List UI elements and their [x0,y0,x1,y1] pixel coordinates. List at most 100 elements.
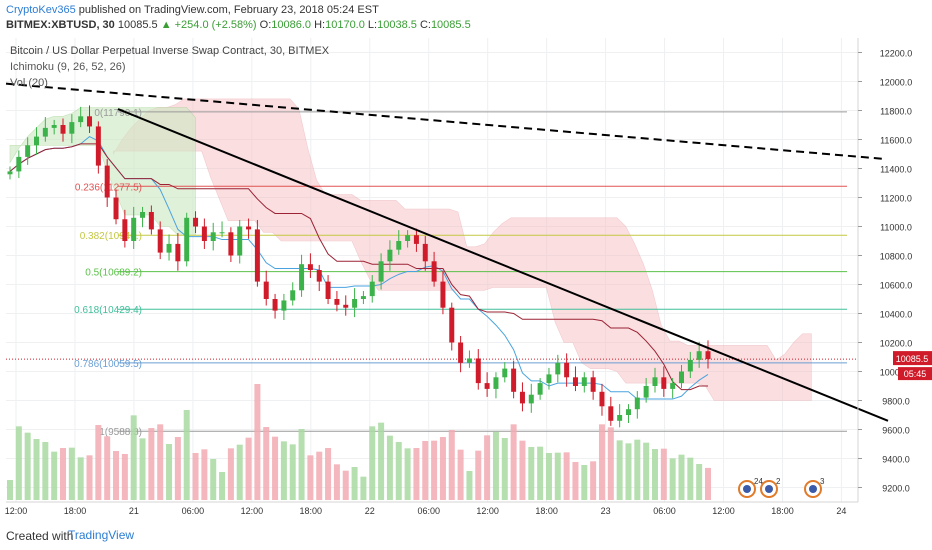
price-chart[interactable]: 0(11790.1)0.236(11277.5)0.382(10940.)0.5… [0,0,932,520]
volume-bar [113,451,120,500]
volume-bar [192,453,199,500]
time-axis[interactable]: 12:00 18:00 21 06:00 12:00 18:00 22 06:00 12:00 1… [5,501,858,516]
low-label: L: [367,19,378,31]
author-link[interactable]: CryptoKev365 [6,4,76,16]
flag-icon [765,485,773,493]
flag-icon [743,485,751,493]
time-tick-label: 06:00 [417,506,440,516]
candle-body [78,116,84,123]
volume-bar [272,436,279,500]
candle-body [440,281,446,308]
volume-bar [219,472,226,500]
volume-bar [121,454,128,500]
candle-body [184,217,190,262]
volume-bar [263,427,270,500]
volume-bar [696,464,703,500]
volume-bar [545,453,552,500]
price-tick-label: 9200.0 [882,484,910,494]
close-label: C: [419,19,431,31]
time-tick-label: 18:00 [300,506,323,516]
event-badge-count: 2 [776,477,781,486]
candle-body [422,243,428,262]
volume-bar [104,436,111,500]
candle-body [87,116,93,127]
candle-body [572,377,578,386]
price-tick-label: 12000.0 [880,78,913,88]
fib-label: 0.618(10429.4) [74,305,142,316]
price-tick-label: 11600.0 [880,136,912,146]
volume-bar [492,431,499,500]
countdown-tag-label: 05:45 [904,369,927,379]
time-tick-label: 23 [601,506,611,516]
volume-bar [254,384,261,500]
candle-body [705,351,711,360]
candle-body [599,391,605,407]
indicator-volume-label[interactable]: Vol (20) [10,77,48,89]
price-tick-label: 11000.0 [880,223,912,233]
event-badge-count: 24 [754,477,763,486]
candle-body [564,362,570,378]
time-tick-label: 24 [836,506,846,516]
high-label: H: [314,19,326,31]
candle-body [166,243,172,253]
candle-body [42,127,48,137]
resistance-trendline-dashed [5,82,887,161]
open-label: O: [259,19,272,31]
volume-bar [325,448,332,500]
volume-bar [590,461,597,500]
candle-body [352,299,358,308]
trendlines[interactable] [5,82,889,422]
volume-bar [227,448,234,500]
candle-body [634,397,640,410]
candle-body [210,232,216,241]
candle-body [281,300,287,311]
countdown-tag [898,367,932,381]
volume-bar [457,449,464,500]
volume-bar [289,444,296,500]
time-tick-label: 22 [365,506,375,516]
candle-body [661,377,667,389]
open-value: 10086.0 [271,19,312,31]
volume-bar [528,447,535,500]
event-badges[interactable]: 24 2 3 [738,477,825,498]
last-price-tag-label: 10085.5 [896,354,929,364]
volume-bar [7,480,13,500]
candle-body [246,226,252,230]
volume-bar [519,440,526,500]
volume-bar [660,448,667,500]
fib-label: 1(9588.3) [99,427,142,438]
volume-bar [86,455,93,500]
candle-body [51,125,57,128]
time-tick-label: 18:00 [64,506,87,516]
candle-body [687,359,693,372]
kijun-line [9,143,708,391]
event-badge-count: 3 [820,477,825,486]
candle-body [546,374,552,384]
volume-bar [33,439,40,500]
volume-bar [351,467,358,500]
candle-body [466,358,472,363]
candles [7,105,711,428]
candle-body [175,243,181,262]
candle-body [34,136,40,146]
time-tick-label: 18:00 [535,506,558,516]
volume-bar [413,448,420,500]
candle-body [387,249,393,262]
volume-bar [510,424,517,500]
price-axis[interactable]: 9200.0 9400.0 9600.0 9800.0 10000.0 10200.0 10… [857,38,932,502]
indicator-ichimoku-label[interactable]: Ichimoku (9, 26, 52, 26) [10,61,126,73]
candle-body [343,304,349,308]
time-tick-label: 12:00 [5,506,28,516]
tradingview-brand[interactable]: TradingView [68,528,135,542]
candle-body [193,217,199,227]
created-with-text: Created with [6,529,74,543]
volume-bar [395,442,402,500]
volume-bar [139,438,146,500]
candle-body [228,232,234,256]
candle-body [201,226,207,241]
candle-body [405,235,411,241]
fib-label: 0.5(10689.2) [85,268,142,279]
volume-bar [130,415,137,500]
time-tick-label: 06:00 [653,506,676,516]
volume-bar [157,424,164,500]
